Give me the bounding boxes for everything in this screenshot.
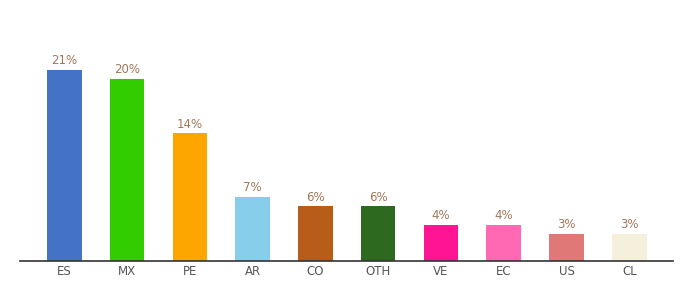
Bar bbox=[612, 234, 647, 261]
Text: 4%: 4% bbox=[432, 209, 450, 222]
Text: 3%: 3% bbox=[557, 218, 576, 231]
Bar bbox=[235, 197, 270, 261]
Bar bbox=[549, 234, 583, 261]
Bar bbox=[298, 206, 333, 261]
Bar bbox=[110, 79, 144, 261]
Bar bbox=[486, 224, 521, 261]
Bar bbox=[424, 224, 458, 261]
Bar bbox=[173, 134, 207, 261]
Text: 6%: 6% bbox=[369, 190, 388, 204]
Text: 14%: 14% bbox=[177, 118, 203, 130]
Text: 7%: 7% bbox=[243, 182, 262, 194]
Text: 3%: 3% bbox=[620, 218, 639, 231]
Bar bbox=[47, 70, 82, 261]
Bar bbox=[361, 206, 396, 261]
Text: 20%: 20% bbox=[114, 63, 140, 76]
Text: 6%: 6% bbox=[306, 190, 325, 204]
Text: 21%: 21% bbox=[51, 54, 78, 67]
Text: 4%: 4% bbox=[494, 209, 513, 222]
